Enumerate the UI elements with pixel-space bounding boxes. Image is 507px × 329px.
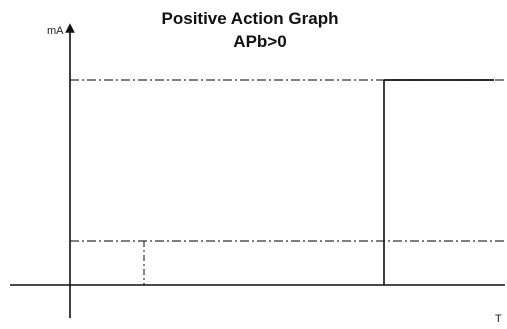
- y-axis-label: mA: [47, 25, 64, 37]
- chart-subtitle: APb>0: [233, 32, 286, 51]
- chart-title: Positive Action Graph: [162, 9, 339, 28]
- x-axis-label: T: [495, 313, 502, 325]
